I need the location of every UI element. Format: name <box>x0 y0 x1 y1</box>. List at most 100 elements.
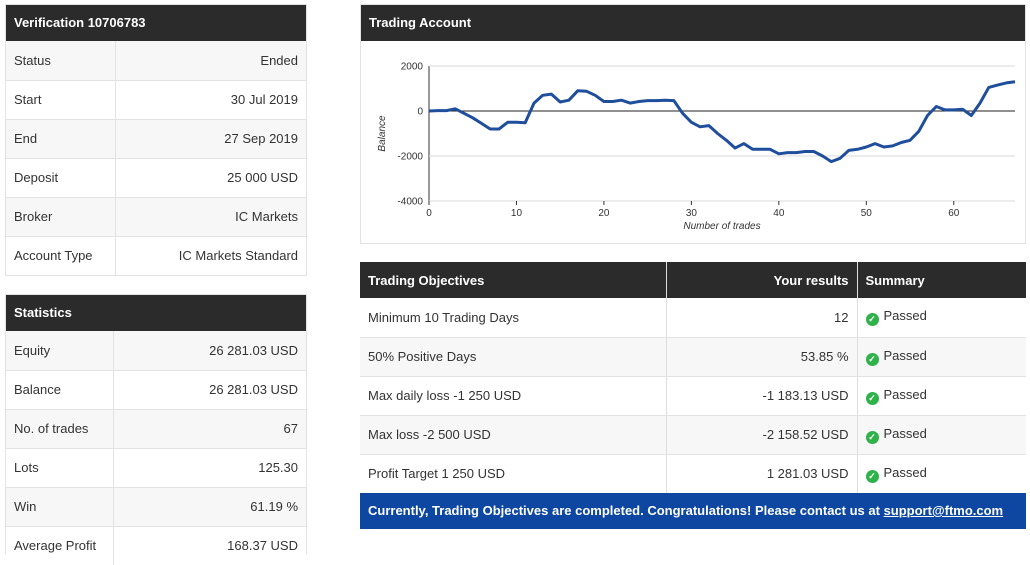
completion-banner: Currently, Trading Objectives are comple… <box>360 493 1026 529</box>
balance-series-line <box>428 80 1016 164</box>
trading-objectives-panel: Trading Objectives Your results Summary … <box>360 262 1026 534</box>
table-row: Deposit 25 000 USD <box>6 157 306 197</box>
row-label: Broker <box>6 196 116 236</box>
objective-name: Max daily loss -1 250 USD <box>360 375 666 415</box>
table-row: Status Ended <box>6 41 306 80</box>
summary-status: Passed <box>883 425 927 441</box>
check-circle-icon: ✓ <box>865 430 879 444</box>
objective-result: -1 183.13 USD <box>665 375 857 415</box>
y-axis-label: Balance <box>377 115 388 152</box>
y-tick-label: -2000 <box>397 152 423 163</box>
row-value: 27 Sep 2019 <box>115 118 306 158</box>
statistics-title: Statistics <box>6 295 306 331</box>
chart-grid <box>428 65 1015 202</box>
check-circle-icon: ✓ <box>865 352 879 366</box>
table-row: 50% Positive Days 53.85 % ✓ Passed <box>360 336 1026 376</box>
row-value: 125.30 <box>113 447 306 487</box>
row-label: Lots <box>6 447 114 487</box>
table-row: No. of trades 67 <box>6 408 306 448</box>
summary-status: Passed <box>883 347 927 363</box>
objective-name: Minimum 10 Trading Days <box>360 298 666 337</box>
table-row: Win 61.19 % <box>6 486 306 526</box>
row-label: Deposit <box>6 157 116 197</box>
row-label: Start <box>6 79 116 119</box>
row-label: Average Profit <box>6 525 114 565</box>
objective-name: Max loss -2 500 USD <box>360 414 666 454</box>
row-value: 26 281.03 USD <box>113 369 306 409</box>
y-tick-label: -4000 <box>397 197 423 208</box>
summary-status: Passed <box>883 464 927 480</box>
table-row: Lots 125.30 <box>6 447 306 487</box>
y-tick-label: 2000 <box>401 62 424 73</box>
row-value: 25 000 USD <box>115 157 306 197</box>
objectives-header-row: Trading Objectives Your results Summary <box>360 262 1026 298</box>
summary-status: Passed <box>883 386 927 402</box>
table-row: Account Type IC Markets Standard <box>6 235 306 275</box>
results-header: Your results <box>665 262 857 298</box>
verification-title: Verification 10706783 <box>6 5 306 41</box>
trading-account-panel: Trading Account 2000 0 -2000 -4000 0 10 20 30 40… <box>360 4 1026 244</box>
row-label: Status <box>6 41 116 80</box>
x-tick-label: 60 <box>948 208 960 219</box>
row-label: No. of trades <box>6 408 114 448</box>
objective-name: Profit Target 1 250 USD <box>360 453 666 493</box>
row-value: 61.19 % <box>113 486 306 526</box>
objective-result: -2 158.52 USD <box>665 414 857 454</box>
objective-result: 53.85 % <box>665 336 857 376</box>
x-tick-label: 0 <box>426 208 432 219</box>
check-circle-icon: ✓ <box>865 469 879 483</box>
x-tick-label: 40 <box>773 208 785 219</box>
table-row: Equity 26 281.03 USD <box>6 331 306 370</box>
table-row: Max daily loss -1 250 USD -1 183.13 USD ✓ P… <box>360 375 1026 415</box>
x-tick-label: 50 <box>861 208 873 219</box>
objective-summary: ✓ Passed <box>856 336 1026 376</box>
objective-result: 12 <box>665 298 857 337</box>
x-tick-label: 20 <box>598 208 610 219</box>
objective-summary: ✓ Passed <box>856 375 1026 415</box>
table-row: Broker IC Markets <box>6 196 306 236</box>
table-row: End 27 Sep 2019 <box>6 118 306 158</box>
table-row: Average Profit 168.37 USD <box>6 525 306 565</box>
objective-summary: ✓ Passed <box>856 453 1026 493</box>
row-value: 168.37 USD <box>113 525 306 565</box>
row-value: IC Markets <box>115 196 306 236</box>
objectives-table: Trading Objectives Your results Summary … <box>360 262 1026 493</box>
row-value: Ended <box>115 41 306 80</box>
table-row: Start 30 Jul 2019 <box>6 79 306 119</box>
row-value: IC Markets Standard <box>115 235 306 275</box>
objective-result: 1 281.03 USD <box>665 453 857 493</box>
table-row: Minimum 10 Trading Days 12 ✓ Passed <box>360 298 1026 337</box>
row-label: Equity <box>6 331 114 370</box>
row-value: 67 <box>113 408 306 448</box>
summary-header: Summary <box>856 262 1026 298</box>
verification-panel: Verification 10706783 Status Ended Start 3… <box>5 4 307 276</box>
summary-status: Passed <box>883 308 927 324</box>
verification-table: Status Ended Start 30 Jul 2019 End 27 Sep 2… <box>6 41 306 275</box>
banner-text: Currently, Trading Objectives are comple… <box>368 503 884 518</box>
check-circle-icon: ✓ <box>865 391 879 405</box>
x-axis-label: Number of trades <box>683 221 760 232</box>
x-tick-label: 10 <box>511 208 523 219</box>
row-label: Balance <box>6 369 114 409</box>
objectives-header: Trading Objectives <box>360 262 666 298</box>
row-label: End <box>6 118 116 158</box>
trading-account-title: Trading Account <box>361 5 1025 41</box>
objective-name: 50% Positive Days <box>360 336 666 376</box>
row-label: Win <box>6 486 114 526</box>
statistics-table: Equity 26 281.03 USD Balance 26 281.03 USD… <box>6 331 306 565</box>
check-circle-icon: ✓ <box>865 313 879 327</box>
row-value: 30 Jul 2019 <box>115 79 306 119</box>
statistics-panel: Statistics Equity 26 281.03 USD Balance 26… <box>5 294 307 565</box>
objective-summary: ✓ Passed <box>856 298 1026 337</box>
row-value: 26 281.03 USD <box>113 331 306 370</box>
objective-summary: ✓ Passed <box>856 414 1026 454</box>
support-email-link[interactable]: support@ftmo.com <box>883 503 1004 518</box>
row-label: Account Type <box>6 235 116 275</box>
table-row: Profit Target 1 250 USD 1 281.03 USD ✓ Pass… <box>360 453 1026 493</box>
table-row: Balance 26 281.03 USD <box>6 369 306 409</box>
y-tick-label: 0 <box>417 107 423 118</box>
x-tick-label: 30 <box>686 208 698 219</box>
table-row: Max loss -2 500 USD -2 158.52 USD ✓ Passed <box>360 414 1026 454</box>
